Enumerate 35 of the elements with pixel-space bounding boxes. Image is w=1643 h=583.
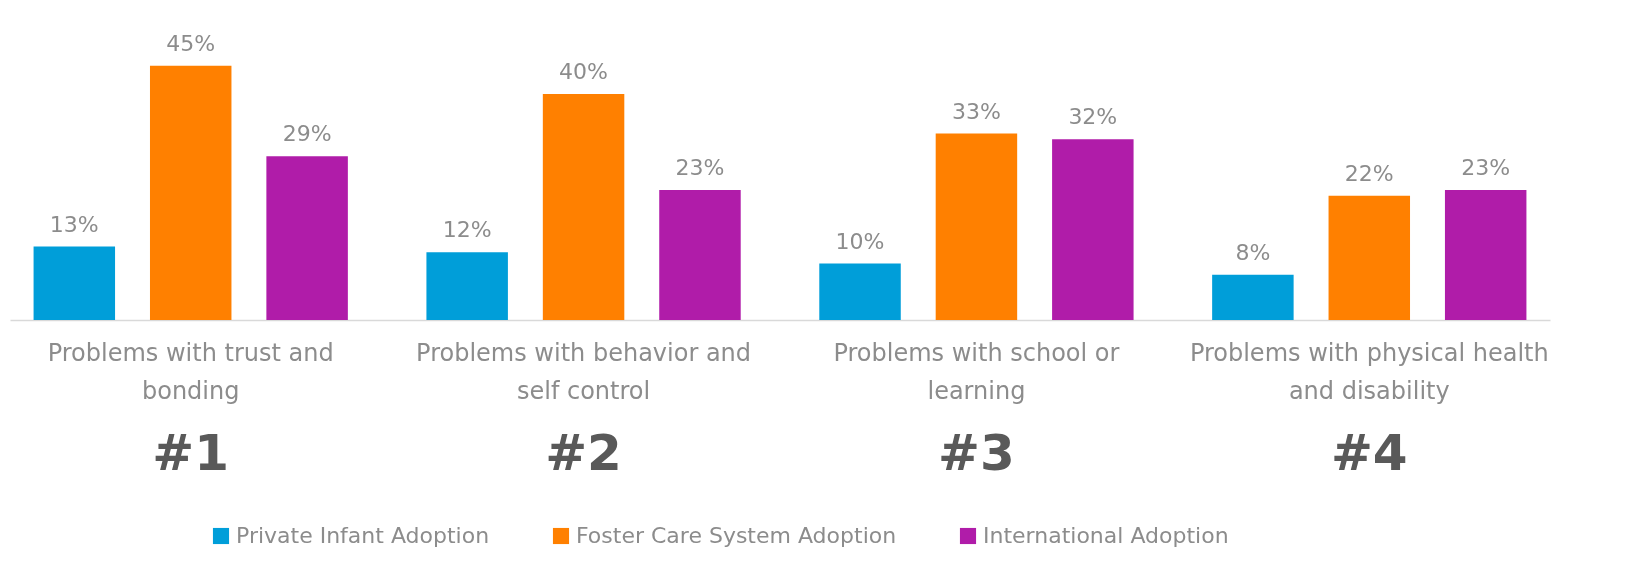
data-label: 10% (835, 228, 885, 254)
data-label: 32% (1068, 104, 1118, 130)
bar (426, 252, 508, 320)
x-tick-label: Problems with trust and bonding (47, 339, 334, 405)
bar (935, 133, 1018, 320)
bar (266, 156, 348, 320)
data-label: 40% (559, 59, 609, 85)
legend-label: Foster Care System Adoption (576, 523, 897, 548)
data-label: 12% (442, 217, 492, 243)
data-label: 29% (282, 121, 332, 147)
bar (819, 263, 901, 320)
x-tick-label: Problems with behavior and self control (416, 339, 752, 405)
legend-label: Private Infant Adoption (236, 523, 490, 548)
bar (542, 94, 625, 320)
bar (1052, 139, 1134, 320)
text: #2 (545, 424, 622, 482)
data-label: 33% (951, 98, 1001, 124)
bar (659, 190, 741, 320)
bar (1328, 195, 1411, 320)
bar (149, 65, 232, 320)
text: #4 (1330, 424, 1408, 482)
data-label: 8% (1235, 239, 1271, 265)
text: #1 (152, 424, 230, 482)
bar (33, 246, 116, 320)
data-label: 45% (166, 30, 216, 56)
data-label: 13% (49, 211, 99, 237)
data-label: 23% (1461, 155, 1511, 181)
text: #3 (938, 424, 1015, 482)
bar (1444, 190, 1527, 320)
data-label: 22% (1344, 160, 1394, 186)
legend-label: International Adoption (983, 523, 1229, 548)
x-tick-label: Problems with school or learning (833, 339, 1120, 405)
data-label: 23% (675, 155, 725, 181)
x-tick-label: Problems with physical health and disability (1189, 339, 1549, 405)
bar (1212, 274, 1294, 320)
